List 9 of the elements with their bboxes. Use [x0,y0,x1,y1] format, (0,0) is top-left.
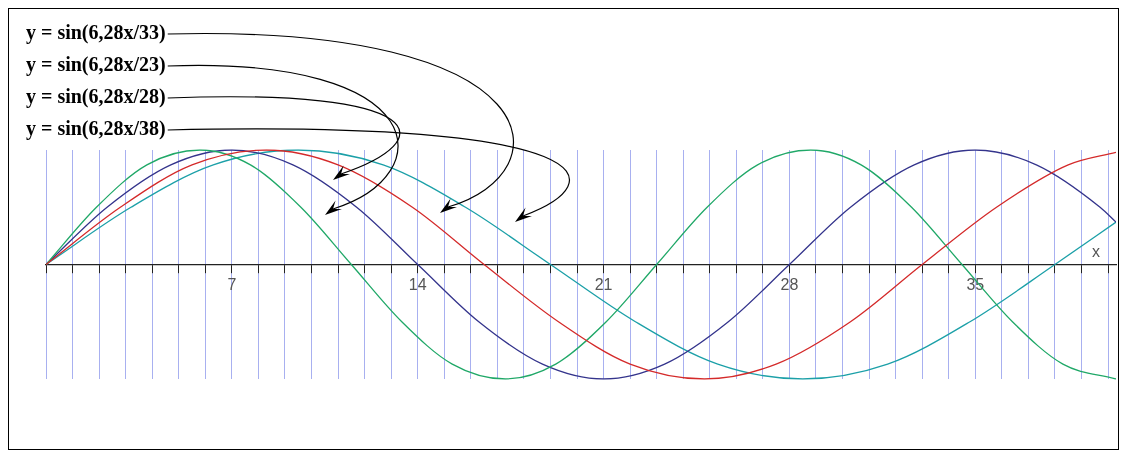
text: y = sin(6,28x/28) [26,85,166,109]
x-tick-label: 21 [594,275,613,293]
x-axis-title: x [1092,242,1100,260]
text: y = sin(6,28x/38) [26,117,166,141]
x-tick-label: 28 [780,275,799,293]
x-tick-label: 7 [227,275,237,293]
text: y = sin(6,28x/33) [26,21,166,45]
x-tick-label: 14 [408,275,427,293]
text: y = sin(6,28x/23) [26,53,166,77]
